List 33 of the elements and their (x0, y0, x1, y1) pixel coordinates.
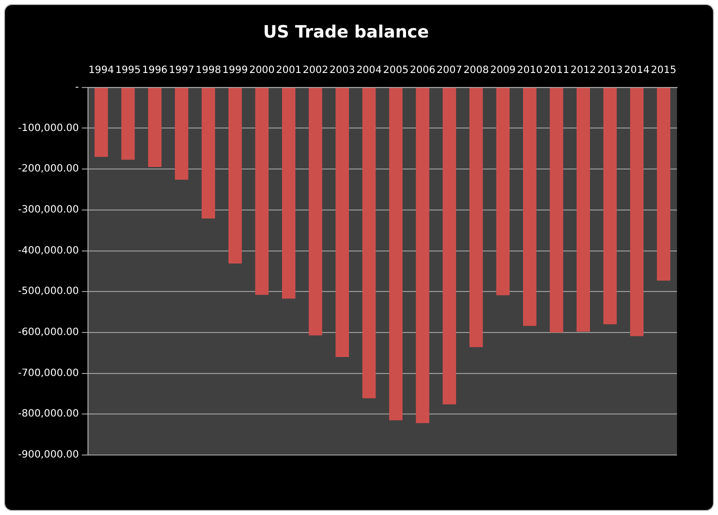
x-tick-label: 1994 (88, 64, 114, 76)
x-tick-label: 2002 (302, 64, 328, 76)
x-tick-label: 2010 (516, 64, 542, 76)
chart-title: US Trade balance (263, 22, 429, 43)
y-tick-label: - (75, 82, 80, 93)
x-tick-label: 2007 (436, 64, 462, 76)
x-tick-label: 1998 (196, 64, 222, 76)
x-tick-label: 2012 (570, 64, 596, 76)
y-tick-label: -900,000.00 (18, 450, 79, 461)
x-tick-label: 1999 (222, 64, 248, 76)
x-tick-label: 2001 (276, 64, 302, 76)
x-tick-label: 2014 (624, 64, 650, 76)
x-tick-label: 1996 (142, 64, 168, 76)
x-tick-label: 2011 (544, 64, 570, 76)
y-tick-label: -800,000.00 (18, 408, 79, 420)
x-tick-label: 2006 (410, 64, 436, 76)
x-tick-label: 2015 (650, 64, 676, 76)
x-tick-label: 2004 (356, 64, 382, 76)
y-tick-label: -700,000.00 (18, 368, 79, 379)
y-tick-label: -200,000.00 (18, 164, 79, 175)
x-tick-label: 1997 (168, 64, 194, 76)
x-tick-label: 2005 (383, 64, 409, 76)
x-tick-label: 2013 (597, 64, 623, 76)
x-tick-label: 1995 (115, 64, 141, 76)
y-tick-label: -600,000.00 (18, 327, 79, 338)
x-tick-label: 2008 (463, 64, 489, 76)
y-tick-label: -300,000.00 (18, 204, 79, 216)
x-tick-label: 2000 (249, 64, 275, 76)
x-tick-label: 2003 (330, 64, 355, 76)
y-tick-label: -100,000.00 (18, 122, 79, 134)
y-tick-label: -400,000.00 (18, 245, 79, 256)
x-tick-label: 2009 (490, 64, 516, 76)
y-tick-label: -500,000.00 (18, 286, 79, 298)
